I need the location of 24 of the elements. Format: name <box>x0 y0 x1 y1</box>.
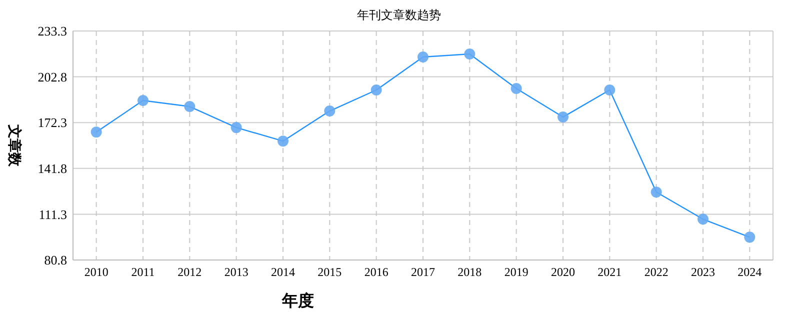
y-tick-label: 172.3 <box>38 115 67 130</box>
chart-title: 年刊文章数趋势 <box>357 8 441 22</box>
x-tick-label: 2014 <box>271 265 295 279</box>
y-tick-label: 80.8 <box>44 252 67 268</box>
x-tick-label: 2010 <box>84 265 108 279</box>
x-tick-label: 2019 <box>504 265 528 279</box>
y-tick-label: 111.3 <box>38 206 67 222</box>
y-tick-label: 233.3 <box>38 24 67 39</box>
x-tick-label: 2015 <box>318 265 342 279</box>
x-tick-label: 2024 <box>738 265 762 279</box>
x-tick-label: 2011 <box>131 265 155 279</box>
x-tick-label: 2018 <box>458 265 482 279</box>
y-axis-title: 文章数 <box>6 124 23 168</box>
x-tick-label: 2016 <box>364 265 388 279</box>
x-axis-title: 年度 <box>281 291 314 310</box>
x-tick-label: 2023 <box>691 265 715 279</box>
x-tick-label: 2022 <box>644 265 668 279</box>
x-tick-label: 2012 <box>178 265 202 279</box>
y-tick-label: 141.8 <box>38 160 67 176</box>
x-tick-label: 2017 <box>411 265 435 279</box>
x-tick-label: 2020 <box>551 265 575 279</box>
x-tick-label: 2021 <box>598 265 622 279</box>
y-tick-label: 202.8 <box>38 69 67 84</box>
x-tick-label: 2013 <box>224 265 248 279</box>
